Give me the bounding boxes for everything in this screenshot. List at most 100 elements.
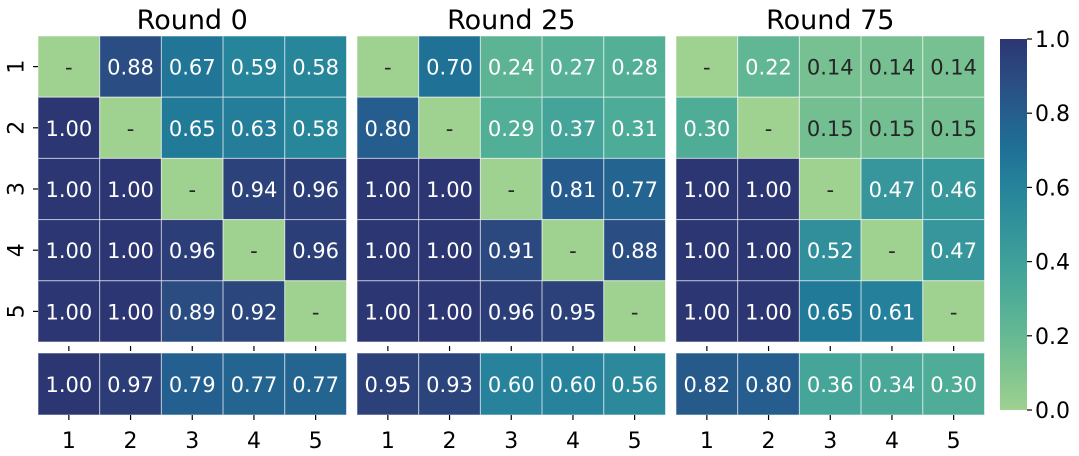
cell-value-label: 0.47: [869, 178, 916, 202]
heatmap-cell: [284, 280, 347, 343]
cell-value-label: 0.30: [683, 117, 730, 141]
heatmap-cell: [675, 280, 739, 343]
summary-value-label: 0.80: [745, 373, 792, 397]
heatmap-cell: [99, 280, 162, 343]
cell-value-label: 0.95: [550, 300, 597, 324]
heatmap-cell: [675, 35, 739, 98]
heatmap-cell: [541, 96, 605, 159]
heatmap-cell: [603, 157, 666, 221]
heatmap-cell: [675, 96, 739, 159]
row-tick-label: 2: [5, 121, 30, 135]
col-tick-label: 5: [309, 429, 323, 454]
cell-value-label: 1.00: [107, 178, 154, 202]
summary-cell: [922, 352, 985, 416]
heatmap-cell: [99, 35, 162, 98]
summary-value-label: 0.34: [869, 373, 916, 397]
heatmap-cell: [160, 280, 224, 343]
heatmap-cell: [356, 157, 420, 221]
cell-value-label: -: [446, 117, 454, 141]
heatmap-panel: Round 25 - 0.70 0.24 0.27 0.28 0.80 - 0.29 0.37 0.…: [356, 5, 666, 454]
cell-value-label: 0.88: [107, 56, 154, 80]
col-tick-label: 3: [185, 429, 199, 454]
cell-value-label: 0.65: [807, 300, 854, 324]
summary-cell: [479, 352, 543, 416]
summary-cell: [99, 352, 162, 416]
panel-title: Round 25: [447, 5, 575, 36]
heatmap-cell: [160, 219, 224, 282]
row-tick-label: 5: [5, 304, 30, 318]
cell-value-label: 0.96: [169, 239, 216, 263]
cell-value-label: -: [312, 300, 320, 324]
cell-value-label: 0.63: [231, 117, 278, 141]
cell-value-label: 1.00: [745, 239, 792, 263]
col-tick-label: 4: [885, 429, 899, 454]
col-tick-label: 4: [247, 429, 261, 454]
cell-value-label: 1.00: [426, 178, 473, 202]
heatmap-cell: [418, 280, 481, 343]
cell-value-label: 1.00: [107, 239, 154, 263]
heatmap-cell: [860, 157, 924, 221]
heatmap-cell: [418, 96, 481, 159]
cell-value-label: 0.58: [292, 117, 339, 141]
summary-value-label: 0.79: [169, 373, 216, 397]
heatmap-cell: [860, 280, 924, 343]
cell-value-label: 0.91: [488, 239, 535, 263]
col-tick-label: 1: [62, 429, 76, 454]
summary-value-label: 0.93: [426, 373, 473, 397]
cell-value-label: 1.00: [683, 300, 730, 324]
cell-value-label: -: [250, 239, 258, 263]
heatmap-cell: [798, 35, 862, 98]
cell-value-label: 0.52: [807, 239, 854, 263]
col-tick-label: 3: [504, 429, 518, 454]
heatmap-cell: [479, 96, 543, 159]
cell-value-label: 0.94: [231, 178, 278, 202]
cell-value-label: 1.00: [745, 300, 792, 324]
colorbar-tick-label: 0.4: [1035, 251, 1070, 276]
row-tick-label: 1: [5, 60, 30, 74]
panel-title: Round 75: [766, 5, 894, 36]
col-tick-label: 5: [628, 429, 642, 454]
heatmap-cell: [284, 96, 347, 159]
heatmap-cell: [860, 96, 924, 159]
cell-value-label: 0.14: [869, 56, 916, 80]
cell-value-label: -: [826, 178, 834, 202]
cell-value-label: 1.00: [745, 178, 792, 202]
cell-value-label: 0.67: [169, 56, 216, 80]
col-tick-label: 2: [443, 429, 457, 454]
cell-value-label: 0.77: [611, 178, 658, 202]
summary-value-label: 0.30: [930, 373, 977, 397]
heatmap-cell: [99, 157, 162, 221]
cell-value-label: 0.65: [169, 117, 216, 141]
heatmap-cell: [222, 157, 286, 221]
cell-value-label: 0.96: [292, 178, 339, 202]
heatmap-cell: [603, 96, 666, 159]
cell-value-label: 0.14: [930, 56, 977, 80]
cell-value-label: 1.00: [683, 178, 730, 202]
colorbar-tick-label: 1.0: [1035, 28, 1070, 53]
heatmap-cell: [922, 96, 985, 159]
summary-cell: [860, 352, 924, 416]
cell-value-label: 0.15: [930, 117, 977, 141]
col-tick-label: 2: [124, 429, 138, 454]
cell-value-label: -: [569, 239, 577, 263]
heatmap-cell: [922, 35, 985, 98]
heatmap-cell: [479, 219, 543, 282]
summary-cell: [356, 352, 420, 416]
cell-value-label: 0.59: [231, 56, 278, 80]
cell-value-label: 1.00: [364, 239, 411, 263]
summary-value-label: 0.56: [611, 373, 658, 397]
heatmap-cell: [479, 35, 543, 98]
cell-value-label: 0.28: [611, 56, 658, 80]
cell-value-label: 0.61: [869, 300, 916, 324]
cell-value-label: -: [631, 300, 639, 324]
heatmap-cell: [418, 219, 481, 282]
heatmap-cell: [160, 35, 224, 98]
col-tick-label: 1: [381, 429, 395, 454]
cell-value-label: 0.22: [745, 56, 792, 80]
summary-value-label: 0.97: [107, 373, 154, 397]
cell-value-label: -: [188, 178, 196, 202]
summary-value-label: 0.77: [292, 373, 339, 397]
cell-value-label: 1.00: [107, 300, 154, 324]
cell-value-label: 0.80: [364, 117, 411, 141]
cell-value-label: 1.00: [426, 239, 473, 263]
